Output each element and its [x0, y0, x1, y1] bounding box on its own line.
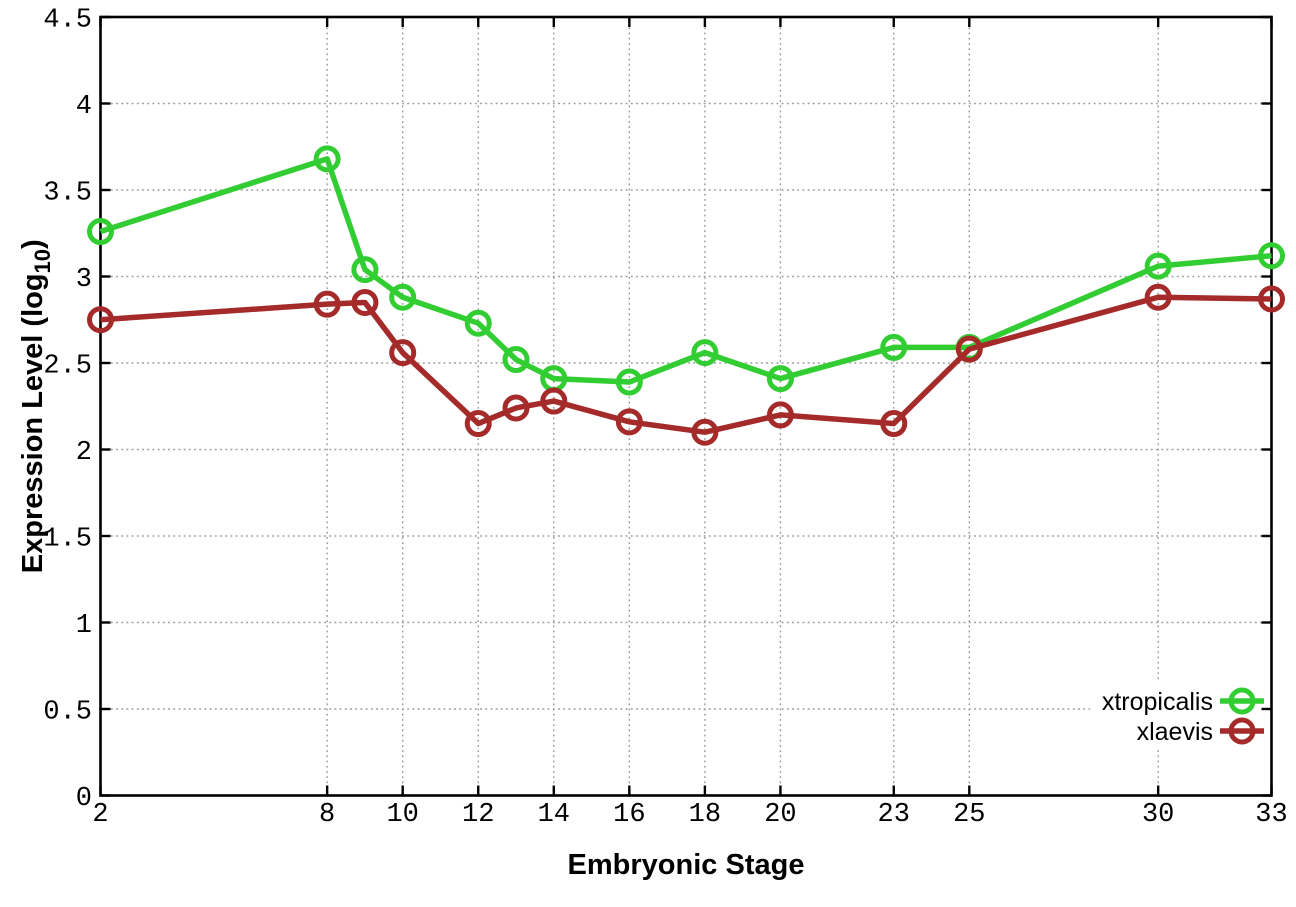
data-point-xtropicalis	[880, 333, 908, 361]
data-point-xlaevis	[540, 387, 568, 415]
y-tick-label: 1	[76, 611, 92, 641]
series-line-xlaevis	[100, 294, 1272, 435]
x-tick-label: 10	[386, 800, 418, 830]
gridlines	[99, 16, 1273, 797]
x-tick-label: 14	[538, 800, 570, 830]
data-point-xtropicalis	[464, 309, 492, 337]
plot-border	[99, 15, 1273, 797]
legend-marker	[1228, 687, 1256, 715]
data-point-xlaevis	[389, 339, 417, 367]
data-point-xlaevis	[502, 394, 530, 422]
data-point-xlaevis	[691, 418, 719, 446]
x-tick-label: 20	[764, 800, 796, 830]
data-point-xlaevis	[1258, 285, 1285, 313]
data-point-xlaevis	[766, 401, 794, 429]
legend-label-xlaevis: xlaevis	[1137, 718, 1213, 746]
y-axis-title: Expression Level (log10)	[17, 239, 55, 573]
data-point-xlaevis	[1144, 283, 1172, 311]
data-point-xtropicalis	[502, 346, 530, 374]
y-tick-label: 2.5	[43, 352, 92, 382]
x-axis-title: Embryonic Stage	[568, 849, 805, 881]
data-point-xtropicalis	[313, 145, 341, 173]
series-xlaevis	[87, 283, 1285, 446]
y-tick-label: 4	[76, 92, 92, 122]
data-point-xtropicalis	[691, 339, 719, 367]
y-tick-label: 0.5	[43, 698, 92, 728]
tick-labels: 2 8 10 12 14 16 18 20 23 25 30 33 0 0.5 1 1.5 2 2.5 3 3.5 4 4…	[43, 6, 1287, 831]
y-tick-label: 0	[76, 784, 92, 814]
x-tick-label: 33	[1255, 800, 1287, 830]
y-axis-title-subscript: 10	[30, 249, 55, 273]
y-tick-label: 4.5	[43, 6, 92, 36]
y-axis-title-text: Expression Level (log	[17, 273, 49, 573]
data-point-xtropicalis	[1144, 252, 1172, 280]
x-tick-label: 18	[689, 800, 721, 830]
x-tick-label: 12	[462, 800, 494, 830]
y-tick-label: 3	[76, 265, 92, 295]
y-tick-label: 2	[76, 438, 92, 468]
y-tick-label: 3.5	[43, 179, 92, 209]
data-point-xlaevis	[313, 290, 341, 318]
data-point-xtropicalis	[766, 365, 794, 393]
tick-marks	[99, 15, 1273, 797]
data-point-xlaevis	[955, 335, 983, 363]
y-axis-title-suffix: )	[17, 239, 49, 249]
data-point-xtropicalis	[1258, 242, 1285, 270]
x-tick-label: 23	[878, 800, 910, 830]
y-tick-label: 1.5	[43, 525, 92, 555]
legend-label-xtropicalis: xtropicalis	[1102, 688, 1213, 716]
series-xtropicalis	[87, 145, 1285, 396]
data-point-xlaevis	[351, 288, 379, 316]
data-point-xlaevis	[87, 306, 114, 334]
data-point-xlaevis	[464, 410, 492, 438]
data-point-xlaevis	[880, 410, 908, 438]
data-point-xtropicalis	[389, 283, 417, 311]
data-point-xlaevis	[615, 408, 643, 436]
data-point-xtropicalis	[351, 256, 379, 284]
x-tick-label: 16	[613, 800, 645, 830]
x-tick-label: 8	[319, 800, 335, 830]
x-tick-label: 2	[92, 800, 108, 830]
legend-marker	[1228, 717, 1256, 745]
data-point-xtropicalis	[615, 368, 643, 396]
x-tick-label: 30	[1142, 800, 1174, 830]
series-line-xtropicalis	[99, 156, 1272, 385]
x-tick-label: 25	[953, 800, 985, 830]
data-point-xtropicalis	[87, 218, 114, 246]
